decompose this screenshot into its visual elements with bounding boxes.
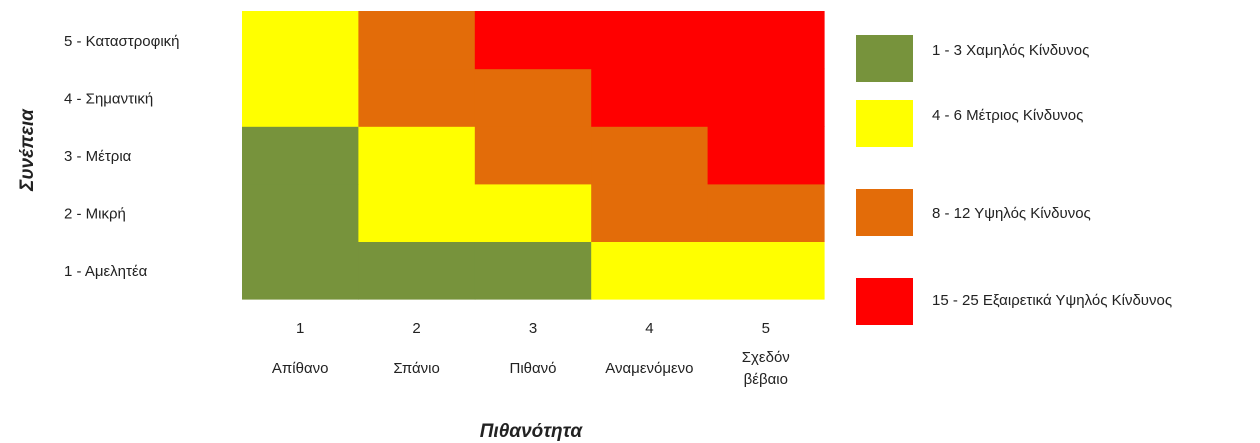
y-tick-label: 5 - Καταστροφική: [64, 33, 180, 50]
legend: 1 - 3 Χαμηλός Κίνδυνος 4 - 6 Μέτριος Κίνδ…: [856, 35, 1172, 325]
x-tick-number: 4: [645, 320, 653, 337]
legend-swatch-low: [856, 35, 913, 82]
risk-cell-2-1: [358, 241, 476, 300]
risk-cell-1-3: [242, 126, 359, 185]
risk-cell-1-1: [242, 241, 359, 300]
risk-cell-4-4: [591, 68, 709, 127]
legend-label-medium: 4 - 6 Μέτριος Κίνδυνος: [932, 107, 1083, 124]
x-category-label: Σπάνιο: [393, 360, 440, 377]
risk-cell-5-2: [707, 183, 825, 242]
y-tick-label: 2 - Μικρή: [64, 206, 126, 223]
risk-cell-3-1: [474, 241, 592, 300]
risk-cell-1-2: [242, 183, 359, 242]
risk-cell-5-5: [707, 11, 825, 70]
risk-cell-3-4: [474, 68, 592, 127]
risk-cell-3-5: [474, 11, 592, 70]
x-category-label: Σχεδόν βέβαιο: [742, 349, 790, 388]
legend-label-very-high: 15 - 25 Εξαιρετικά Υψηλός Κίνδυνος: [932, 292, 1172, 309]
risk-cell-4-2: [591, 183, 709, 242]
risk-cell-2-2: [358, 183, 476, 242]
y-axis-label: Συνέπεια: [17, 108, 38, 192]
risk-cell-4-5: [591, 11, 709, 70]
risk-cell-3-2: [474, 183, 592, 242]
x-axis-tick-labels: 1 2 3 4 5 Απίθανο Σπάνιο Πιθανό Αναμενόμενο Σχεδό…: [272, 320, 790, 388]
x-tick-number: 2: [412, 320, 420, 337]
risk-cell-2-4: [358, 68, 476, 127]
y-tick-label: 3 - Μέτρια: [64, 148, 132, 165]
risk-cell-2-3: [358, 126, 476, 185]
x-tick-number: 1: [296, 320, 304, 337]
risk-cell-3-3: [474, 126, 592, 185]
x-axis-label: Πιθανότητα: [480, 421, 584, 442]
risk-cell-5-1: [707, 241, 825, 300]
x-category-label: Πιθανό: [509, 360, 556, 377]
legend-label-low: 1 - 3 Χαμηλός Κίνδυνος: [932, 42, 1089, 59]
risk-matrix-cells: [242, 11, 825, 300]
risk-cell-2-5: [358, 11, 476, 70]
risk-cell-1-4: [242, 68, 359, 127]
x-category-label: Αναμενόμενο: [605, 360, 693, 377]
y-tick-label: 1 - Αμελητέα: [64, 263, 148, 280]
legend-swatch-medium: [856, 100, 913, 147]
risk-cell-4-3: [591, 126, 709, 185]
x-tick-number: 5: [762, 320, 770, 337]
legend-swatch-very-high: [856, 278, 913, 325]
risk-cell-5-4: [707, 68, 825, 127]
risk-cell-4-1: [591, 241, 709, 300]
legend-swatch-high: [856, 189, 913, 236]
risk-cell-5-3: [707, 126, 825, 185]
y-axis-tick-labels: 1 - Αμελητέα 2 - Μικρή 3 - Μέτρια 4 - Σημαν…: [64, 33, 180, 280]
risk-cell-1-5: [242, 11, 359, 70]
legend-label-high: 8 - 12 Υψηλός Κίνδυνος: [932, 205, 1091, 222]
y-tick-label: 4 - Σημαντική: [64, 90, 153, 107]
x-category-label: Απίθανο: [272, 360, 329, 377]
x-tick-number: 3: [529, 320, 537, 337]
